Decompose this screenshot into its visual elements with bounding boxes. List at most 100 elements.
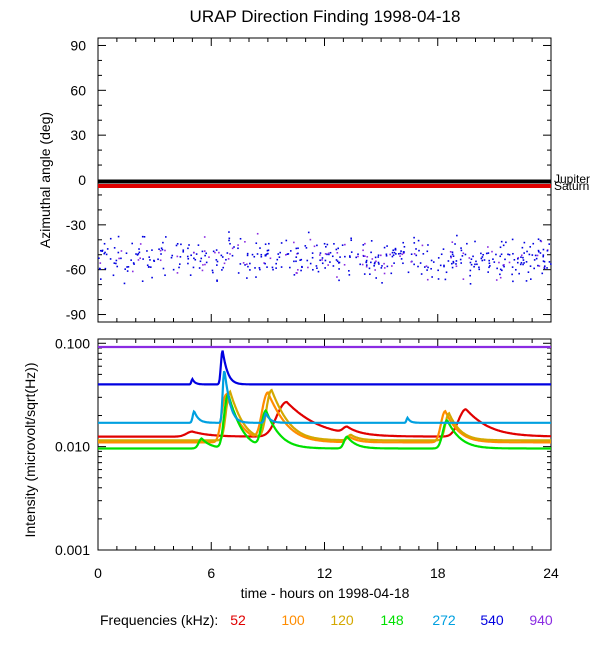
azimuth-point xyxy=(201,250,204,253)
azimuth-point xyxy=(522,263,524,266)
azimuth-point xyxy=(293,241,295,244)
azimuth-point xyxy=(229,242,231,245)
azimuth-point xyxy=(512,280,514,283)
azimuth-point xyxy=(237,247,239,250)
azimuth-point xyxy=(501,269,503,272)
azimuth-point xyxy=(264,243,267,246)
azimuth-point xyxy=(516,261,519,264)
ytick-label: 0.010 xyxy=(55,439,90,455)
azimuth-point xyxy=(520,254,523,257)
azimuth-point xyxy=(371,258,374,260)
azimuth-point xyxy=(546,249,549,252)
azimuth-point xyxy=(300,258,303,261)
azimuth-point xyxy=(508,261,511,264)
azimuth-point xyxy=(380,267,383,269)
azimuth-point xyxy=(327,252,330,255)
azimuth-point xyxy=(321,259,323,261)
azimuth-point xyxy=(375,260,377,263)
azimuth-point xyxy=(201,269,204,272)
azimuth-point xyxy=(170,256,173,259)
azimuth-point xyxy=(537,249,540,252)
azimuth-point xyxy=(333,243,335,245)
azimuth-point xyxy=(460,249,463,252)
azimuth-point xyxy=(221,269,223,271)
azimuth-point xyxy=(365,259,368,262)
azimuth-point xyxy=(178,263,181,265)
azimuth-point xyxy=(489,265,491,267)
azimuth-point xyxy=(202,264,204,266)
azimuth-point xyxy=(190,254,192,257)
azimuth-point xyxy=(131,270,134,273)
azimuth-point xyxy=(237,244,239,246)
azimuth-point xyxy=(400,250,402,252)
azimuth-point xyxy=(548,243,551,245)
azimuth-point xyxy=(402,262,404,265)
azimuth-point xyxy=(164,249,166,252)
azimuth-point xyxy=(520,256,522,259)
azimuth-point xyxy=(361,263,364,266)
azimuth-point xyxy=(337,247,339,250)
azimuth-point xyxy=(466,242,468,245)
azimuth-point xyxy=(443,265,445,268)
azimuth-point xyxy=(176,242,179,245)
azimuth-point xyxy=(151,276,153,279)
azimuth-point xyxy=(146,250,148,252)
azimuth-point xyxy=(293,274,296,276)
azimuth-point xyxy=(280,266,283,268)
intensity-panel: 0.100 0.010 0.001 0 6 12 18 24 Intensity (micr… xyxy=(22,335,559,601)
azimuth-panel: 90 60 30 0 -30 -60 -90 Azimuthal angle (deg) J… xyxy=(37,37,590,322)
azimuth-point xyxy=(450,256,452,259)
azimuth-point xyxy=(373,262,376,265)
azimuth-point xyxy=(141,280,144,283)
azimuth-point xyxy=(215,259,218,261)
azimuth-point xyxy=(199,260,202,263)
ytick-label: -90 xyxy=(66,307,86,323)
azimuth-point xyxy=(306,259,309,262)
azimuth-point xyxy=(362,249,364,252)
azimuth-point xyxy=(537,264,539,267)
azimuth-point xyxy=(266,249,269,252)
ytick-label: 0.001 xyxy=(55,542,90,558)
azimuth-point xyxy=(449,250,452,253)
azimuth-point xyxy=(246,277,248,279)
azimuth-point xyxy=(226,252,229,254)
azimuth-point xyxy=(331,255,334,258)
azimuth-point xyxy=(390,272,393,275)
azimuth-point xyxy=(316,244,318,247)
azimuth-point xyxy=(539,252,542,254)
azimuth-point xyxy=(187,262,189,265)
azimuth-point xyxy=(267,252,269,255)
azimuth-point xyxy=(460,262,463,264)
azimuth-point xyxy=(136,254,139,256)
azimuth-point xyxy=(135,253,137,255)
azimuth-point xyxy=(126,270,129,272)
azimuth-point xyxy=(313,245,316,248)
azimuth-point xyxy=(523,262,525,264)
azimuth-point xyxy=(279,251,281,254)
azimuth-point xyxy=(343,263,346,266)
series-line-540 xyxy=(98,350,551,386)
azimuth-point xyxy=(348,255,351,257)
azimuth-point xyxy=(246,254,249,257)
legend-item-272: 272 xyxy=(432,612,456,628)
azimuth-point xyxy=(99,268,101,270)
azimuth-point xyxy=(130,259,132,261)
xtick-label: 24 xyxy=(543,565,559,581)
azimuth-point xyxy=(335,259,338,261)
azimuth-point xyxy=(244,241,246,243)
azimuth-point xyxy=(101,249,104,252)
azimuth-point xyxy=(369,273,371,276)
azimuth-point xyxy=(377,261,380,264)
azimuth-point xyxy=(365,264,368,266)
azimuth-point xyxy=(192,266,195,269)
azimuth-point xyxy=(473,265,475,268)
azimuth-point xyxy=(378,263,380,265)
azimuth-point xyxy=(526,250,528,253)
azimuth-point xyxy=(317,270,320,273)
azimuth-point xyxy=(515,268,517,271)
azimuth-point xyxy=(150,266,152,268)
azimuth-point xyxy=(543,260,546,263)
azimuth-point xyxy=(391,265,393,267)
azimuth-point xyxy=(400,258,403,260)
azimuth-point xyxy=(363,255,365,257)
